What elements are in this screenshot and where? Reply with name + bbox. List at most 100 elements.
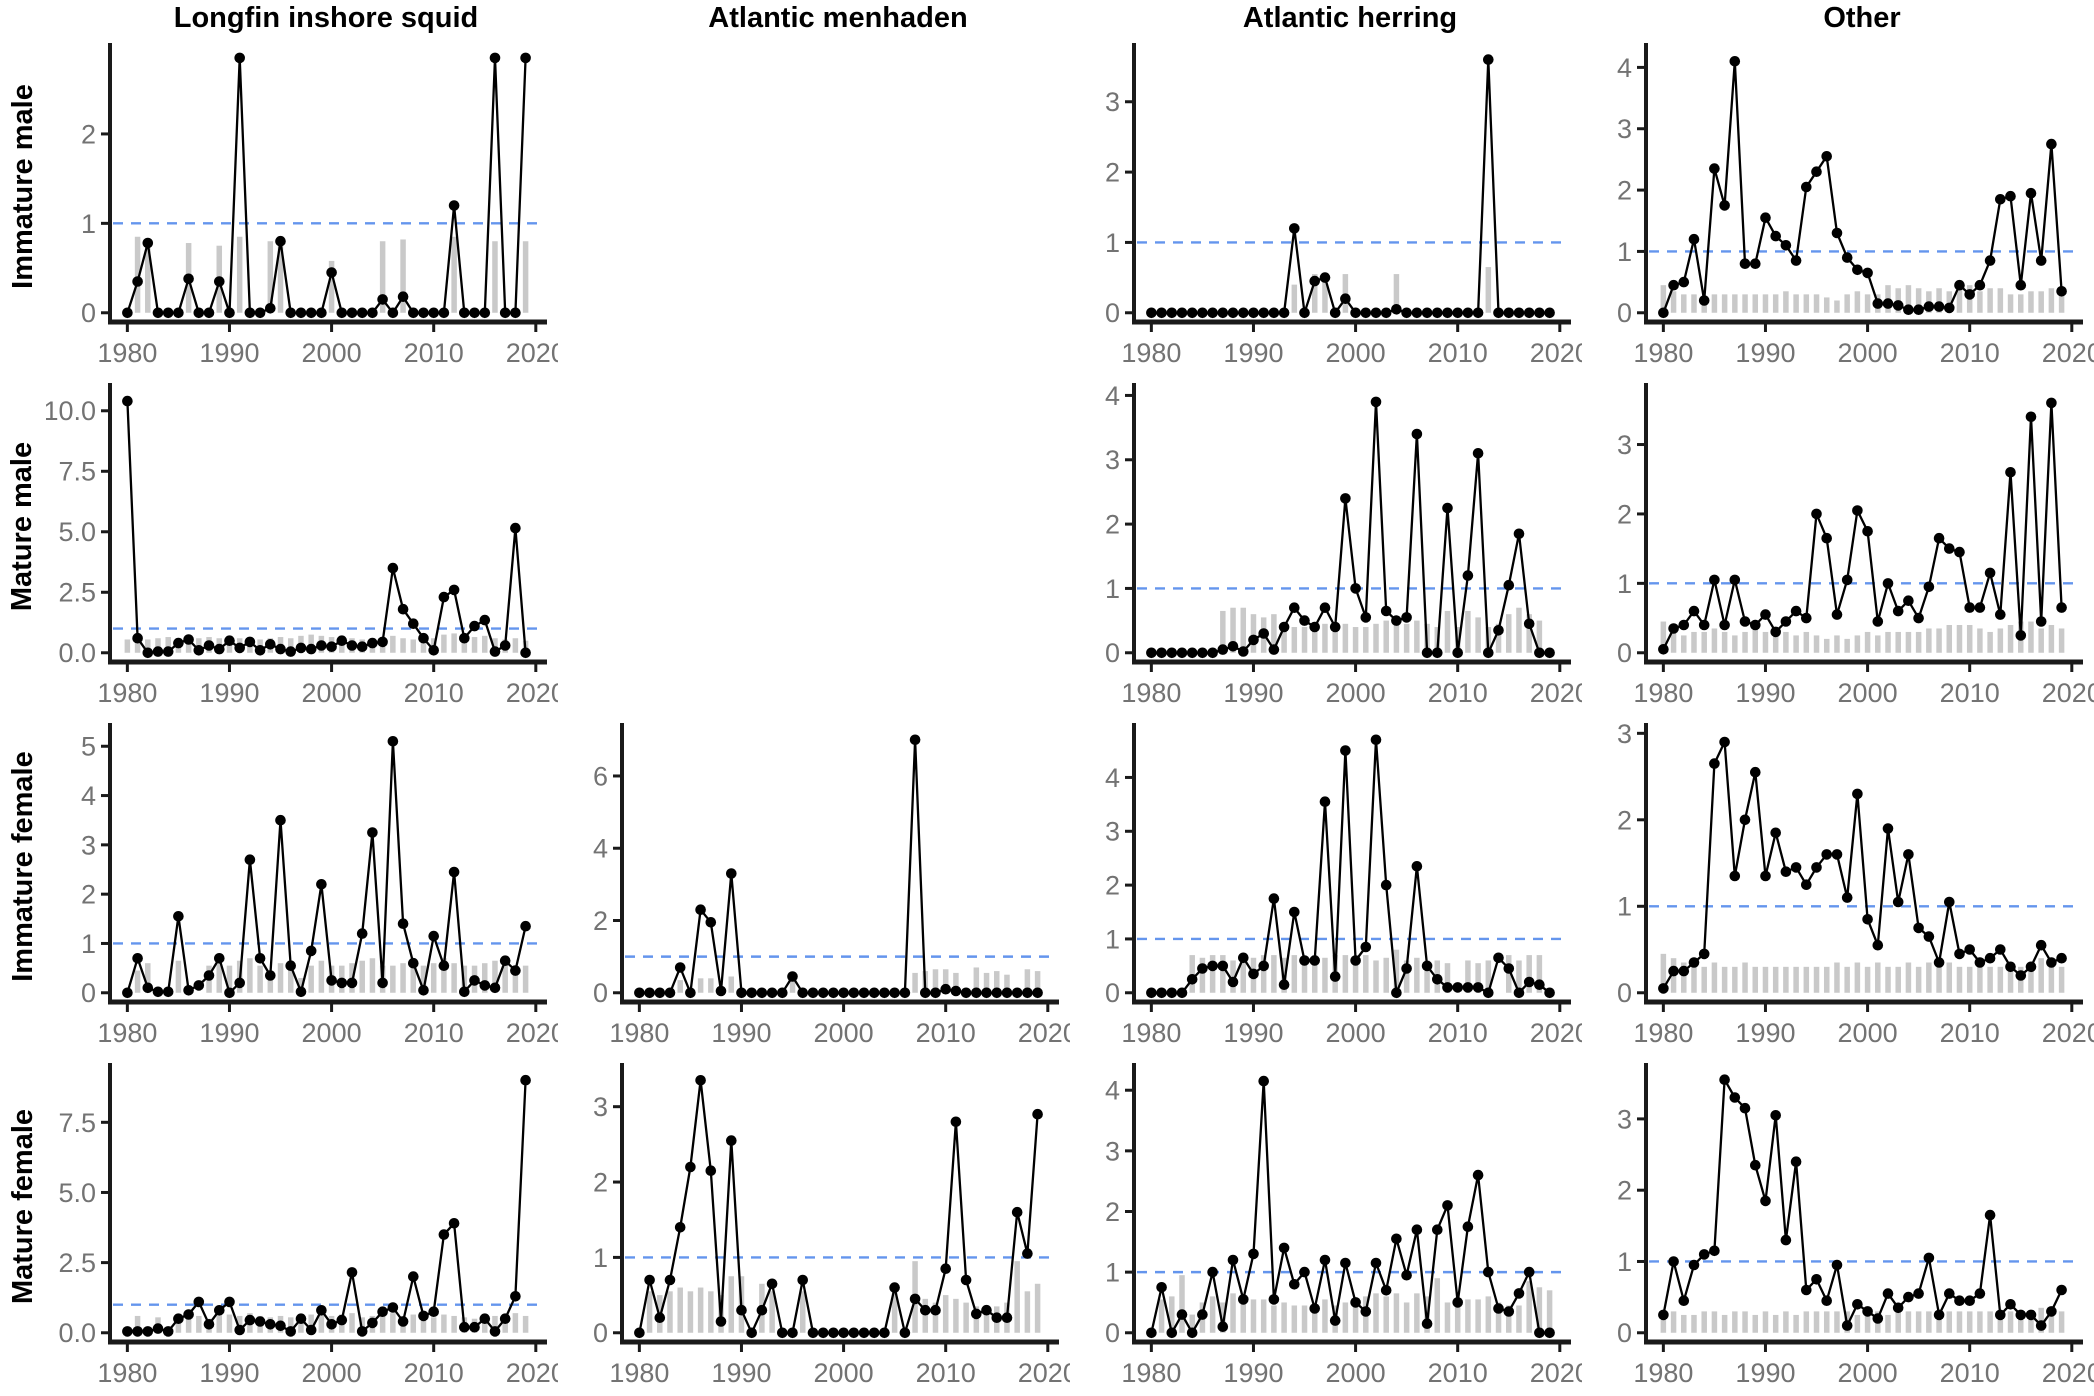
svg-text:1980: 1980 <box>1121 338 1181 368</box>
svg-text:5: 5 <box>81 732 96 762</box>
svg-text:2000: 2000 <box>1326 1358 1386 1388</box>
panel-mature-male-menhaden-empty <box>558 376 1070 716</box>
svg-text:2: 2 <box>1105 871 1120 901</box>
svg-text:2: 2 <box>593 1167 608 1197</box>
svg-text:1990: 1990 <box>1735 678 1795 708</box>
svg-text:3: 3 <box>1617 114 1632 144</box>
svg-text:1: 1 <box>81 209 96 239</box>
svg-text:0: 0 <box>81 298 96 328</box>
svg-text:0: 0 <box>1105 1318 1120 1348</box>
column-title-menhaden: Atlantic menhaden <box>708 2 968 34</box>
svg-text:1990: 1990 <box>199 338 259 368</box>
svg-text:0: 0 <box>593 1318 608 1348</box>
svg-text:1: 1 <box>1617 237 1632 267</box>
svg-text:0: 0 <box>593 978 608 1008</box>
svg-text:1: 1 <box>1617 892 1632 922</box>
svg-text:1980: 1980 <box>97 1018 157 1048</box>
svg-text:3: 3 <box>1105 87 1120 117</box>
svg-text:3: 3 <box>593 1092 608 1122</box>
svg-text:3: 3 <box>81 830 96 860</box>
svg-text:2000: 2000 <box>814 1018 874 1048</box>
svg-text:3: 3 <box>1105 817 1120 847</box>
svg-text:1: 1 <box>1105 1258 1120 1288</box>
svg-text:2: 2 <box>1105 158 1120 188</box>
svg-text:7.5: 7.5 <box>58 1108 96 1138</box>
svg-text:3: 3 <box>1105 445 1120 475</box>
panel-immature-male-menhaden-empty <box>558 36 1070 376</box>
svg-text:0: 0 <box>1617 978 1632 1008</box>
corner-spacer <box>0 0 46 36</box>
svg-text:1990: 1990 <box>199 1358 259 1388</box>
svg-text:0: 0 <box>1105 298 1120 328</box>
svg-text:2010: 2010 <box>404 338 464 368</box>
svg-text:0: 0 <box>1617 638 1632 668</box>
svg-text:7.5: 7.5 <box>58 457 96 487</box>
svg-text:5.0: 5.0 <box>58 517 96 547</box>
svg-text:10.0: 10.0 <box>46 396 96 426</box>
svg-text:1980: 1980 <box>1633 338 1693 368</box>
svg-text:1990: 1990 <box>1223 1358 1283 1388</box>
svg-text:2: 2 <box>1105 510 1120 540</box>
svg-text:1: 1 <box>1105 228 1120 258</box>
svg-text:2000: 2000 <box>1326 1018 1386 1048</box>
svg-text:1990: 1990 <box>711 1358 771 1388</box>
svg-text:4: 4 <box>1105 381 1120 411</box>
svg-text:2000: 2000 <box>1326 338 1386 368</box>
row-label-mature-male: Mature male <box>6 441 39 611</box>
svg-text:2010: 2010 <box>1428 338 1488 368</box>
svg-text:3: 3 <box>1617 719 1632 749</box>
svg-text:4: 4 <box>1105 763 1120 793</box>
svg-text:4: 4 <box>1617 53 1632 83</box>
svg-text:1: 1 <box>1105 924 1120 954</box>
svg-text:2000: 2000 <box>1326 678 1386 708</box>
svg-text:1980: 1980 <box>97 338 157 368</box>
svg-text:2: 2 <box>1617 176 1632 206</box>
svg-text:1980: 1980 <box>97 678 157 708</box>
svg-text:1980: 1980 <box>97 1358 157 1388</box>
svg-text:0: 0 <box>1617 1318 1632 1348</box>
svg-text:1980: 1980 <box>1633 678 1693 708</box>
svg-text:1980: 1980 <box>1633 1358 1693 1388</box>
svg-text:2000: 2000 <box>302 338 362 368</box>
svg-text:2010: 2010 <box>1940 678 2000 708</box>
svg-text:4: 4 <box>593 834 608 864</box>
svg-text:2010: 2010 <box>1428 678 1488 708</box>
svg-text:1990: 1990 <box>199 1018 259 1048</box>
svg-text:2: 2 <box>1105 1197 1120 1227</box>
svg-text:0.0: 0.0 <box>58 1318 96 1348</box>
svg-text:1990: 1990 <box>1223 678 1283 708</box>
svg-text:0: 0 <box>1617 298 1632 328</box>
svg-text:6: 6 <box>593 761 608 791</box>
svg-text:1990: 1990 <box>1735 1358 1795 1388</box>
svg-text:1990: 1990 <box>1223 338 1283 368</box>
svg-text:3: 3 <box>1105 1136 1120 1166</box>
svg-text:2000: 2000 <box>1838 1018 1898 1048</box>
column-title-herring: Atlantic herring <box>1242 2 1458 34</box>
row-label-immature-female: Immature female <box>6 750 39 982</box>
